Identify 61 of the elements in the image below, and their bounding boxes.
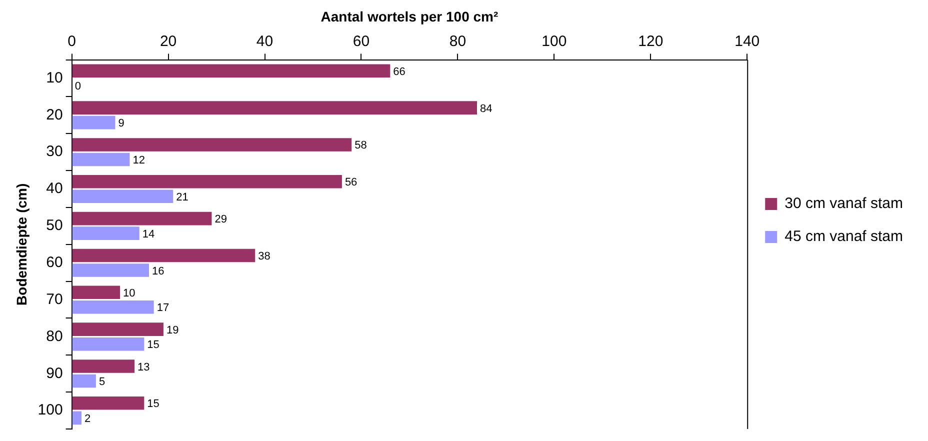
bar: [72, 374, 96, 388]
x-axis-title: Aantal wortels per 100 cm²: [320, 8, 499, 24]
data-label: 29: [214, 214, 227, 226]
data-label: 58: [354, 140, 367, 152]
bar: [72, 264, 150, 277]
y-tick-label: 70: [46, 290, 63, 308]
x-tick-label: 0: [68, 32, 76, 50]
data-label: 84: [480, 102, 492, 115]
bar: [72, 300, 154, 314]
data-label: 10: [123, 287, 136, 300]
y-tick-label: 50: [46, 217, 63, 234]
data-label: 2: [84, 412, 91, 425]
bar: [72, 411, 82, 425]
data-label: 14: [142, 228, 155, 240]
y-tick-label: 80: [46, 328, 63, 345]
x-tick-label: 40: [256, 32, 274, 50]
data-label: 17: [156, 302, 170, 314]
data-label: 15: [147, 398, 160, 410]
data-label: 9: [118, 118, 124, 130]
y-tick-label: 20: [46, 106, 63, 124]
data-label: 21: [176, 191, 188, 204]
bar: [72, 248, 256, 262]
bar: [72, 174, 342, 188]
bar: [72, 64, 390, 78]
bar: [72, 286, 120, 300]
bar: [72, 396, 144, 410]
y-tick-label: 100: [38, 402, 63, 419]
bar: [72, 322, 164, 336]
data-label: 13: [138, 361, 150, 374]
bar: [72, 116, 116, 130]
legend-label: 30 cm vanaf stam: [784, 195, 904, 212]
y-tick-label: 10: [46, 69, 63, 86]
bar: [72, 360, 135, 373]
data-label: 38: [258, 250, 270, 263]
bar: [72, 337, 144, 351]
x-tick-label: 100: [542, 32, 567, 50]
bar: [72, 138, 352, 152]
data-label: 0: [74, 80, 81, 93]
bar: [72, 190, 174, 204]
bar: [72, 152, 130, 166]
y-tick-label: 60: [46, 254, 63, 271]
x-tick-label: 20: [160, 32, 177, 50]
data-label: 12: [132, 154, 145, 167]
y-tick-label: 30: [46, 143, 63, 160]
y-axis-title: Bodemdiepte (cm): [13, 183, 30, 306]
x-tick-label: 80: [449, 32, 466, 50]
bar: [72, 101, 477, 114]
x-tick-label: 140: [734, 32, 760, 50]
bar: [72, 226, 140, 240]
data-label: 16: [152, 265, 164, 278]
bar: [72, 212, 212, 226]
data-label: 56: [344, 176, 358, 189]
data-label: 19: [166, 324, 179, 336]
data-label: 5: [98, 376, 106, 388]
y-tick-label: 90: [46, 364, 63, 382]
data-label: 66: [393, 66, 406, 78]
legend-label: 45 cm vanaf stam: [784, 228, 904, 246]
x-tick-label: 120: [638, 32, 664, 50]
data-label: 15: [147, 339, 160, 352]
x-tick-label: 60: [352, 32, 370, 50]
y-tick-label: 40: [46, 180, 63, 198]
